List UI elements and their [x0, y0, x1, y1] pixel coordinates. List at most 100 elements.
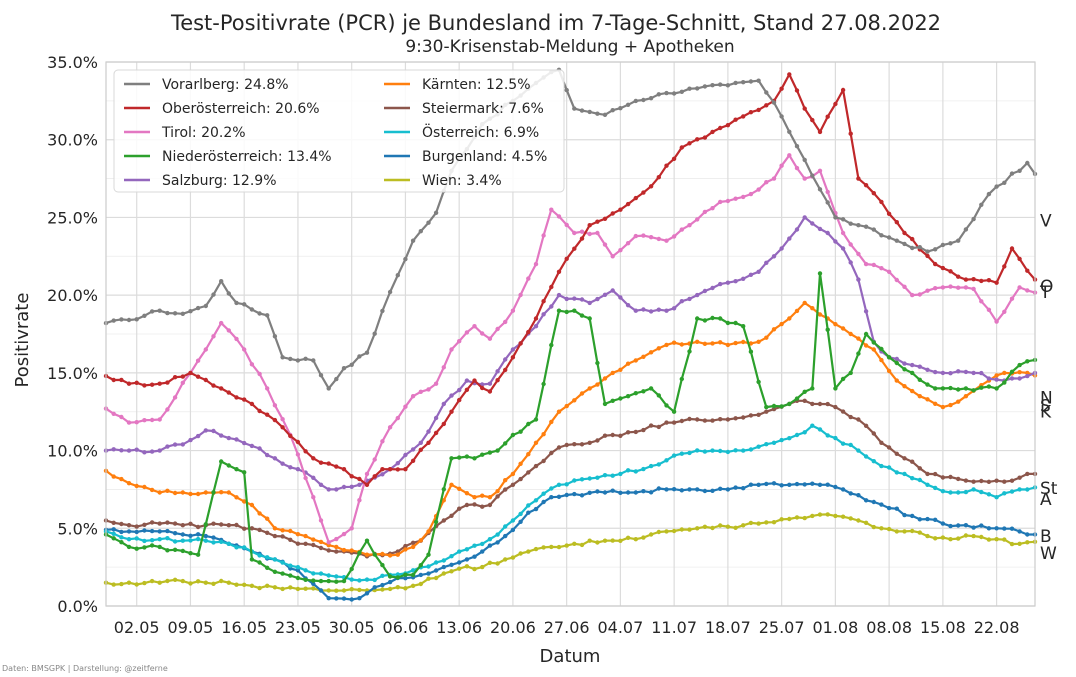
series-point — [910, 459, 915, 464]
series-point — [1017, 487, 1022, 492]
series-point — [671, 340, 677, 345]
series-point — [142, 484, 147, 490]
axis-ticks: 0.0% 5.0% 10.0% 15.0% 20.0% 25.0% 30.0% 35.0% 02… — [47, 53, 1019, 637]
series-point — [579, 313, 585, 318]
series-point — [433, 575, 439, 581]
series-point — [602, 490, 608, 495]
series-point — [856, 251, 861, 257]
x-tick-label: 18.07 — [705, 618, 751, 637]
series-point — [219, 522, 224, 527]
series-point — [288, 465, 293, 470]
series-point — [195, 579, 201, 584]
series-point — [572, 491, 577, 497]
series-point — [426, 440, 431, 445]
series-point — [856, 277, 861, 282]
series-point — [779, 246, 784, 251]
series-point — [917, 292, 922, 297]
series-point — [986, 537, 992, 542]
y-tick-label: 20.0% — [47, 286, 98, 305]
series-point — [656, 529, 661, 535]
series-point — [533, 546, 539, 552]
series-point — [725, 320, 731, 326]
series-point — [702, 488, 708, 494]
series-point — [380, 472, 385, 477]
series-point — [625, 535, 631, 540]
series-point — [195, 552, 201, 557]
series-point — [817, 512, 823, 517]
series-point — [817, 226, 823, 232]
series-point — [933, 471, 938, 477]
series-point — [595, 438, 600, 443]
series-point — [863, 183, 869, 188]
series-point — [833, 322, 838, 327]
series-point — [756, 379, 761, 385]
legend-label: Salzburg: 12.9% — [162, 173, 277, 189]
series-point — [587, 476, 592, 481]
series-point — [480, 331, 485, 336]
series-point — [526, 421, 531, 427]
series-point — [364, 350, 370, 355]
legend-label: Oberösterreich: 20.6% — [162, 101, 320, 117]
series-point — [503, 319, 508, 325]
series-point — [971, 286, 976, 292]
series-point — [1002, 264, 1007, 269]
series-point — [618, 396, 623, 401]
series-point — [311, 578, 316, 583]
series-point — [863, 454, 869, 459]
series-point — [963, 227, 969, 232]
series-point — [487, 560, 493, 565]
series-point — [234, 522, 239, 528]
series-point — [457, 397, 462, 403]
series-point — [449, 562, 454, 567]
legend-item: Vorarlberg: 24.8% — [124, 77, 289, 93]
series-point — [710, 83, 715, 88]
series-point — [280, 417, 285, 422]
series-point — [771, 403, 777, 409]
series-point — [1002, 180, 1007, 185]
series-point — [994, 319, 999, 324]
series-point — [610, 488, 615, 493]
series-point — [948, 523, 953, 529]
series-point — [572, 442, 577, 447]
series-point — [1009, 369, 1015, 374]
series-point — [472, 566, 477, 572]
series-point — [587, 231, 592, 237]
series-point — [956, 490, 961, 495]
series-point — [556, 445, 562, 450]
series-point — [495, 561, 500, 566]
series-point — [940, 404, 946, 410]
series-point — [211, 521, 216, 526]
series-point — [633, 195, 638, 201]
series-point — [817, 271, 823, 276]
series-point — [725, 280, 731, 285]
series-point — [364, 577, 370, 582]
series-point — [403, 467, 408, 472]
series-point — [372, 577, 377, 583]
series-point — [718, 199, 723, 205]
series-point — [871, 499, 876, 505]
series-point — [787, 129, 792, 134]
series-point — [886, 526, 892, 532]
series-point — [971, 370, 976, 376]
series-point — [426, 571, 431, 576]
series-point — [349, 548, 354, 553]
series-point — [195, 433, 201, 439]
series-point — [149, 538, 155, 543]
series-point — [564, 442, 569, 448]
series-point — [779, 321, 784, 327]
series-point — [848, 516, 853, 521]
series-point — [687, 450, 692, 456]
series-point — [318, 571, 324, 576]
series-point — [856, 518, 861, 523]
series-point — [410, 394, 416, 399]
series-point — [848, 414, 853, 420]
series-point — [410, 238, 416, 243]
series-point — [1025, 540, 1030, 545]
series-point — [242, 470, 247, 475]
series-point — [280, 586, 285, 592]
series-point — [948, 537, 953, 542]
series-point — [633, 308, 638, 313]
series-point — [1009, 296, 1015, 301]
series-point — [618, 106, 623, 111]
series-point — [817, 401, 823, 407]
